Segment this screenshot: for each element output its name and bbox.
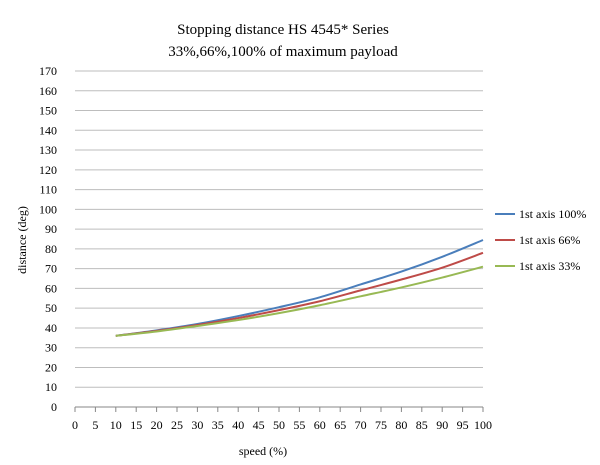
x-tick-label: 60 [314,418,326,432]
y-tick-label: 90 [45,222,57,236]
x-tick-label: 50 [273,418,285,432]
x-tick-label: 80 [395,418,407,432]
y-tick-label: 0 [51,400,57,414]
x-tick-label: 5 [92,418,98,432]
y-tick-label: 40 [45,321,57,335]
y-tick-label: 160 [39,84,57,98]
y-tick-label: 20 [45,360,57,374]
y-tick-label: 120 [39,163,57,177]
x-tick-label: 75 [375,418,387,432]
x-tick-label: 15 [130,418,142,432]
y-tick-label: 130 [39,143,57,157]
y-tick-label: 100 [39,202,57,216]
x-tick-label: 95 [457,418,469,432]
chart-title: Stopping distance HS 4545* Series [177,22,389,38]
x-tick-label: 70 [355,418,367,432]
gridlines [75,70,483,388]
y-tick-label: 170 [39,64,57,78]
x-tick-label: 30 [191,418,203,432]
x-tick-label: 20 [151,418,163,432]
legend: 1st axis 100% 1st axis 66% 1st axis 33% [495,207,586,273]
y-tick-label: 80 [45,242,57,256]
x-tick-label: 35 [212,418,224,432]
x-tick-label: 85 [416,418,428,432]
axes [74,406,484,412]
y-axis-label: distance (deg) [15,206,29,274]
tick-labels: 0102030405060708090100110120130140150160… [39,64,492,432]
x-tick-label: 25 [171,418,183,432]
x-tick-label: 100 [474,418,492,432]
chart-subtitle: 33%,66%,100% of maximum payload [168,44,398,60]
x-tick-label: 10 [110,418,122,432]
series-lines [115,239,484,337]
x-tick-label: 55 [293,418,305,432]
x-tick-label: 90 [436,418,448,432]
y-tick-label: 150 [39,104,57,118]
series-line-2 [115,251,484,337]
x-tick-label: 65 [334,418,346,432]
y-tick-label: 140 [39,123,57,137]
y-tick-label: 60 [45,281,57,295]
legend-label: 1st axis 100% [519,207,586,221]
x-axis-label: speed (%) [239,444,287,458]
x-tick-label: 0 [72,418,78,432]
legend-label: 1st axis 66% [519,233,580,247]
y-tick-label: 10 [45,380,57,394]
y-tick-label: 30 [45,341,57,355]
series-line-3 [115,265,484,337]
y-tick-label: 50 [45,301,57,315]
y-tick-label: 110 [39,183,57,197]
legend-label: 1st axis 33% [519,259,580,273]
y-tick-label: 70 [45,262,57,276]
x-tick-label: 40 [232,418,244,432]
x-tick-label: 45 [253,418,265,432]
